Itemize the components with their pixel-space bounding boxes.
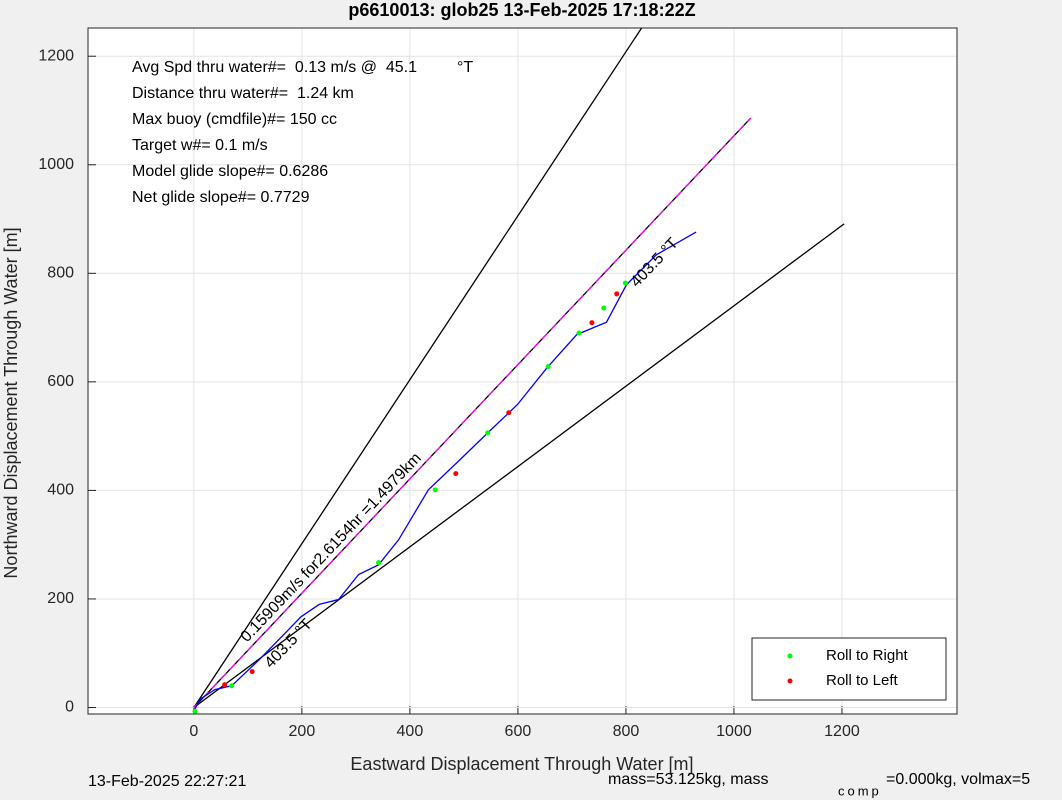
- marker: [576, 330, 582, 336]
- footer-sub: comp: [838, 783, 882, 798]
- legend-marker: [787, 678, 793, 684]
- x-tick-label: 1000: [716, 723, 752, 740]
- marker: [192, 708, 198, 714]
- y-tick-label: 0: [65, 699, 74, 716]
- marker: [589, 320, 595, 326]
- info-line: Target w#= 0.1 m/s: [132, 137, 268, 154]
- y-tick-label: 800: [47, 265, 74, 282]
- marker: [601, 305, 607, 311]
- legend-label: Roll to Left: [826, 672, 899, 689]
- marker: [622, 280, 628, 286]
- marker: [376, 560, 382, 566]
- marker: [506, 410, 512, 416]
- series-line: [193, 223, 845, 709]
- series-line: [193, 231, 697, 712]
- y-tick-label: 1200: [38, 47, 74, 64]
- info-line: Distance thru water#= 1.24 km: [132, 85, 354, 102]
- info-line: Avg Spd thru water#= 0.13 m/s @ 45.1 °T: [132, 59, 473, 76]
- info-line: Net glide slope#= 0.7729: [132, 189, 310, 206]
- footer-mass: mass=53.125kg, mass: [608, 771, 769, 788]
- series-line: [193, 117, 752, 708]
- marker: [249, 669, 255, 675]
- legend-label: Roll to Right: [826, 647, 909, 664]
- legend-marker: [787, 653, 793, 659]
- y-tick-label: 600: [47, 373, 74, 390]
- y-axis-label: Northward Displacement Through Water [m]: [1, 227, 21, 578]
- marker: [432, 487, 438, 493]
- plot-layer: [192, 28, 845, 714]
- plot-area: [88, 28, 957, 714]
- footer-date: 13-Feb-2025 22:27:21: [88, 773, 246, 790]
- x-tick-label: 0: [189, 723, 198, 740]
- footer-rest: =0.000kg, volmax=5: [886, 771, 1030, 788]
- info-line: Model glide slope#= 0.6286: [132, 163, 328, 180]
- marker: [614, 291, 620, 297]
- marker: [229, 683, 235, 689]
- x-tick-label: 1200: [824, 723, 860, 740]
- x-tick-label: 600: [505, 723, 532, 740]
- legend-box: [751, 637, 947, 701]
- marker: [485, 430, 491, 436]
- marker: [222, 682, 228, 688]
- x-tick-label: 800: [613, 723, 640, 740]
- x-axis-label: Eastward Displacement Through Water [m]: [350, 754, 693, 774]
- y-tick-label: 400: [47, 482, 74, 499]
- x-tick-label: 200: [289, 723, 316, 740]
- info-line: Max buoy (cmdfile)#= 150 cc: [132, 111, 337, 128]
- marker: [545, 364, 551, 370]
- marker: [453, 471, 459, 477]
- y-tick-label: 1000: [38, 156, 74, 173]
- x-tick-label: 400: [397, 723, 424, 740]
- chart-title: p6610013: glob25 13-Feb-2025 17:18:22Z: [348, 0, 695, 20]
- y-tick-label: 200: [47, 590, 74, 607]
- axes-box: [87, 27, 958, 715]
- series-line: [193, 28, 643, 708]
